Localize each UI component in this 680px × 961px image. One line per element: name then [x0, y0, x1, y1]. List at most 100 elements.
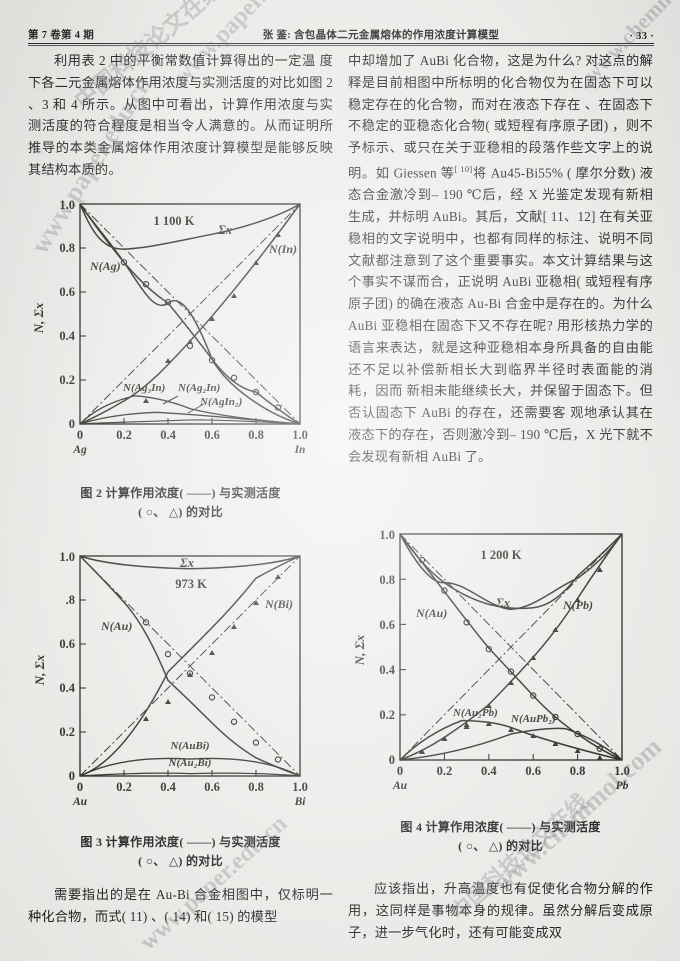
y-axis-labels: 0 0.2 0.4 0.6 0.8 1.0 — [379, 528, 395, 767]
data-markers-in — [143, 232, 281, 403]
svg-text:0.2: 0.2 — [59, 725, 75, 739]
figure-2: 0 0.2 0.4 0.6 0.8 1.0 N, Σx 0 0.2 0.4 — [28, 192, 333, 522]
svg-text:0: 0 — [69, 417, 75, 431]
annotation-temperature: 1 200 K — [481, 548, 522, 562]
svg-text:0.4: 0.4 — [160, 428, 176, 442]
svg-text:0.4: 0.4 — [379, 663, 395, 677]
series-sigma-x2 — [399, 533, 623, 610]
svg-text:1.0: 1.0 — [614, 764, 630, 778]
label-leaders — [162, 395, 205, 414]
right-column-bottom: 应该指出，升高温度也有促使化合物分解的作用，这同样是事物本身的规律。虽然分解后变… — [348, 878, 653, 943]
series-n-aupb2 — [399, 727, 623, 761]
figure-4-caption-line-2: ( ○、 △) 的对比 — [458, 839, 543, 853]
y-axis-labels: 0 0.2 0.4 0.6 0.8 1.0 — [59, 198, 75, 431]
x-axis-labels: 0 0.2 0.4 0.6 0.8 1.0 — [77, 428, 308, 442]
series-sigma-x — [79, 555, 301, 570]
svg-text:0.4: 0.4 — [481, 764, 497, 778]
figure-3-caption-line-1: 图 3 计算作用浓度( ——) 与实测活度 — [80, 835, 281, 849]
svg-text:0: 0 — [69, 769, 75, 783]
annotation-n-pb: N(Pb) — [562, 598, 593, 612]
series-n-ag3in — [79, 395, 301, 425]
series-sigma-x — [399, 533, 623, 611]
svg-text:0.4: 0.4 — [59, 329, 75, 343]
series-n-au2pb — [399, 719, 623, 761]
reference-marker-10: [ 10] — [454, 163, 473, 174]
data-markers-au — [142, 619, 282, 763]
svg-text:1.0: 1.0 — [292, 428, 308, 442]
svg-text:1.0: 1.0 — [379, 528, 395, 542]
annotation-n-au: N(Au) — [415, 606, 447, 620]
ideal-lines — [399, 533, 623, 761]
data-markers-ag — [120, 259, 282, 411]
svg-text:0.6: 0.6 — [204, 428, 220, 442]
annotation-n-au: N(Au) — [100, 619, 132, 633]
annotation-temperature: 973 K — [175, 577, 207, 591]
svg-text:0.8: 0.8 — [379, 573, 395, 587]
figure-3: 0 0.2 0.4 0.6 .8 1.0 N, Σx 0 0.2 0.4 0. — [28, 546, 333, 871]
y-axis-ticks — [400, 533, 406, 761]
annotation-n-au2bi: N(Au₂Bi) — [168, 757, 212, 769]
annotation-n-aubi: N(AuBi) — [169, 740, 209, 752]
svg-text:0.6: 0.6 — [525, 764, 541, 778]
annotation-n-ag: N(Ag) — [89, 259, 121, 273]
series-n-ag — [79, 203, 301, 425]
data-markers-au — [418, 556, 603, 752]
svg-text:0.2: 0.2 — [379, 708, 395, 722]
left-paragraph-1: 利用表 2 中的平衡常数值计算得出的一定温 度下各二元金属熔体作用浓度与实测活度… — [28, 53, 333, 177]
y-axis-ticks — [80, 555, 86, 777]
svg-text:0: 0 — [77, 780, 83, 794]
figure-2-caption-line-2: ( ○、 △) 的对比 — [138, 505, 223, 519]
volume-issue: 第 7 卷第 4 期 — [28, 30, 94, 41]
svg-text:0: 0 — [397, 764, 403, 778]
svg-text:1.0: 1.0 — [292, 780, 308, 794]
x-axis-labels: 0 0.2 0.4 0.6 0.8 1.0 — [77, 780, 308, 794]
figure-3-caption: 图 3 计算作用浓度( ——) 与实测活度 ( ○、 △) 的对比 — [28, 833, 333, 871]
page-number: · 33 · — [629, 31, 654, 42]
series-n-au — [399, 533, 623, 761]
y-axis-ticks — [80, 203, 86, 425]
y-axis-title: N, Σx — [32, 654, 47, 686]
data-markers-bi — [143, 574, 281, 721]
left-column: 利用表 2 中的平衡常数值计算得出的一定温 度下各二元金属熔体作用浓度与实测活度… — [28, 50, 333, 181]
series-n-in — [79, 203, 301, 425]
svg-text:0: 0 — [77, 428, 83, 442]
annotation-n-ag2in: N(Ag₂In) — [177, 382, 220, 394]
annotation-n-bi: N(Bi) — [264, 597, 293, 611]
right-column: 中却增加了 AuBi 化合物，这是为什么? 对这点的解释是目前相图中所标明的化合… — [348, 50, 653, 468]
right-paragraph-1-text: 中却增加了 AuBi 化合物，这是为什么? 对这点的解释是目前相图中所标明的化合… — [348, 53, 653, 181]
figure-3-caption-line-2: ( ○、 △) 的对比 — [138, 854, 223, 868]
svg-text:0.8: 0.8 — [248, 428, 264, 442]
svg-text:0.8: 0.8 — [59, 241, 75, 255]
y-axis-title: N, Σx — [31, 302, 46, 334]
annotation-n-in: N(In) — [268, 242, 297, 256]
series-sigma-x — [79, 203, 301, 250]
series-n-au2bi — [79, 772, 301, 777]
y-axis-labels: 0 0.2 0.4 0.6 .8 1.0 — [59, 550, 75, 783]
ideal-lines — [79, 555, 301, 777]
svg-text:0.6: 0.6 — [379, 618, 395, 632]
annotation-n-ag3in: N(Ag₃In) — [122, 382, 165, 394]
annotation-sigma-x: Σx — [495, 596, 510, 610]
figure-4-chart: 0 0.2 0.4 0.6 0.8 1.0 N, Σx 0 0.2 0.4 0 — [352, 528, 630, 792]
figure-2-caption-line-1: 图 2 计算作用浓度( ——) 与实测活度 — [80, 486, 281, 500]
y-axis-title: N, Σx — [352, 634, 367, 666]
svg-text:1.0: 1.0 — [59, 550, 75, 564]
right-paragraph-2: 应该指出，升高温度也有促使化合物分解的作用，这同样是事物本身的规律。虽然分解后变… — [348, 881, 653, 940]
x-axis-label-left: Au — [72, 796, 88, 808]
x-axis-label-left: Ag — [72, 444, 87, 456]
annotation-n-aupb2: N(AuPb₂) — [510, 713, 556, 725]
x-axis-label-right: In — [294, 444, 306, 456]
series-n-agin2 — [79, 419, 301, 425]
right-paragraph-1: 中却增加了 AuBi 化合物，这是为什么? 对这点的解释是目前相图中所标明的化合… — [348, 50, 653, 468]
figure-4-caption-line-1: 图 4 计算作用浓度( ——) 与实测活度 — [400, 820, 601, 834]
svg-text:.8: .8 — [66, 593, 75, 607]
annotation-sigma-x: Σx — [179, 556, 194, 570]
x-axis-label-right: Bi — [294, 796, 307, 808]
right-paragraph-1-continued: 将 Au45-Bi55% ( 摩尔分数) 液态合金激冷到– 190 ℃后，经 X… — [348, 165, 654, 464]
annotation-temperature: 1 100 K — [154, 214, 195, 228]
left-paragraph-2: 需要指出的是在 Au-Bi 合金相图中，仅标明一种化合物，而式( 11) 、( … — [28, 887, 333, 924]
svg-text:0: 0 — [389, 753, 395, 767]
svg-text:0.6: 0.6 — [204, 780, 220, 794]
x-axis-label-right: Pb — [616, 780, 629, 792]
